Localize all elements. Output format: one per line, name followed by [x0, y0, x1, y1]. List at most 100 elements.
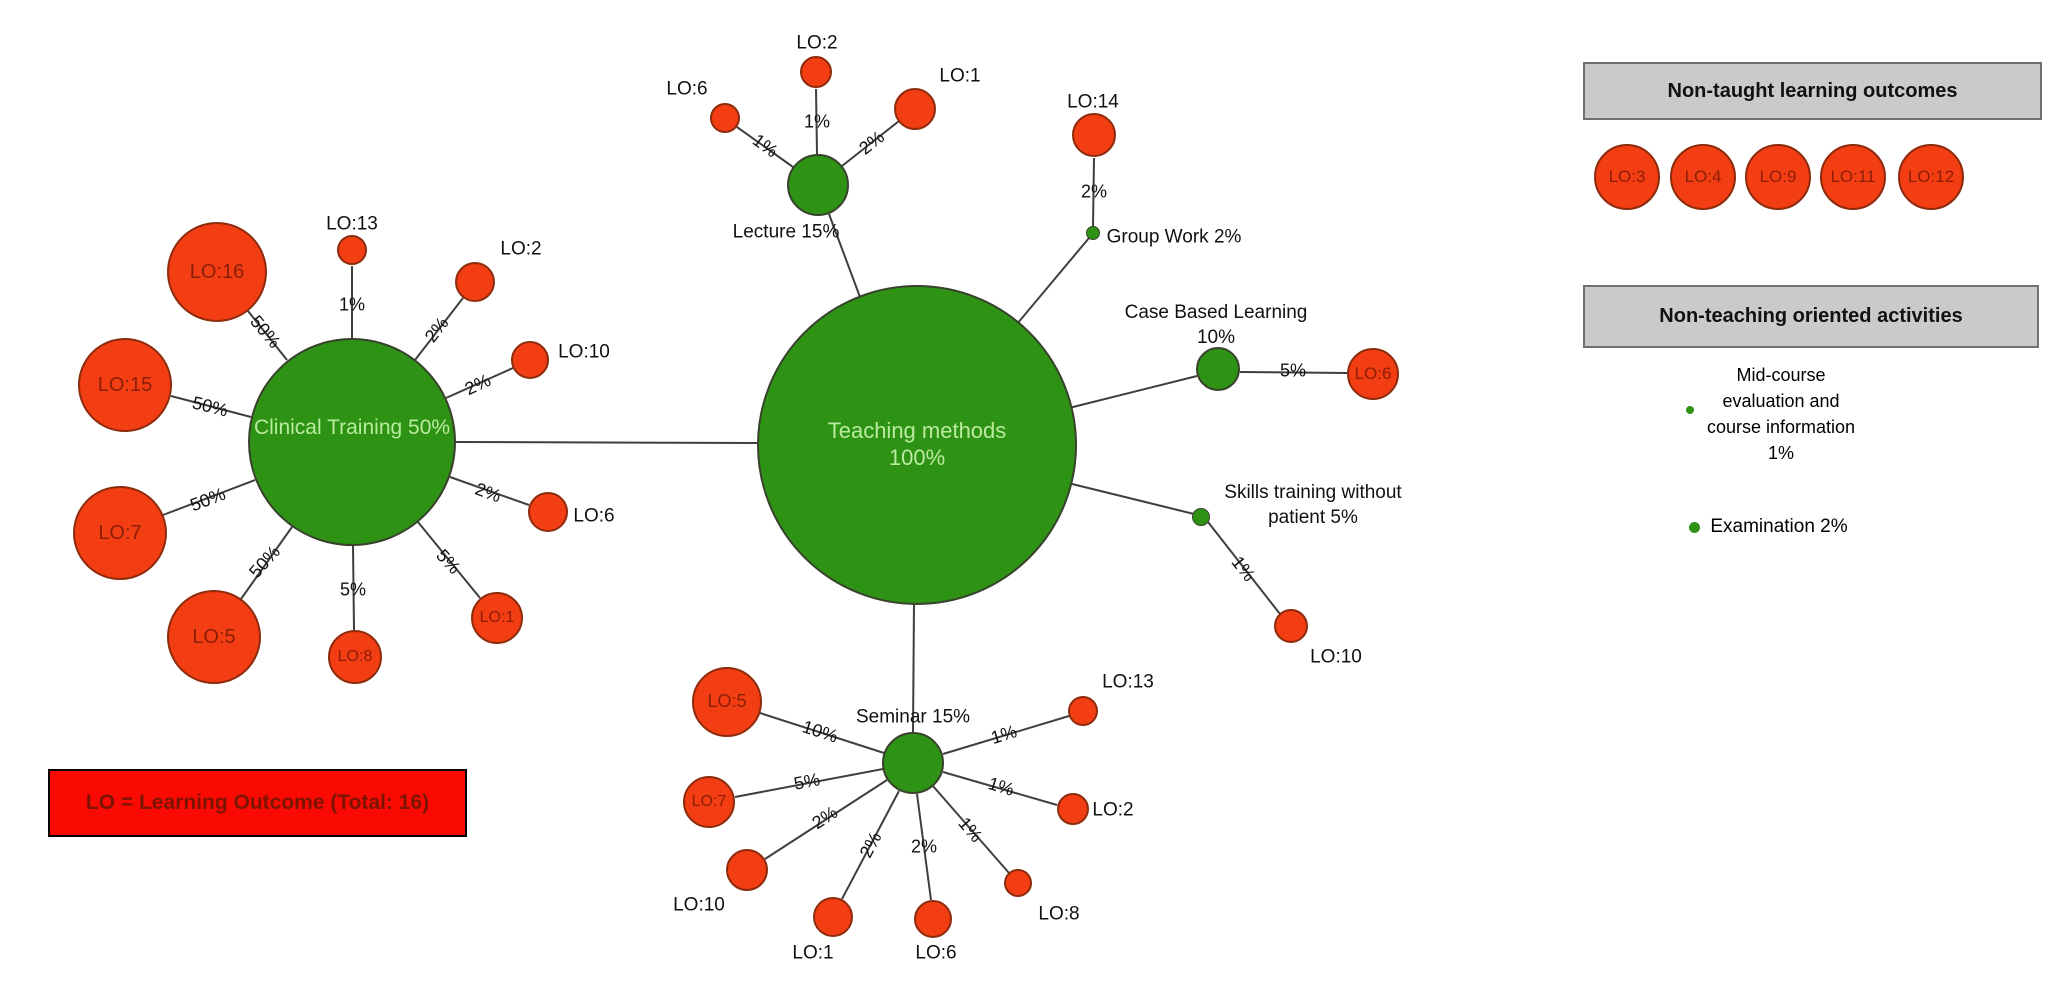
node-lecture-lo6 — [710, 103, 740, 133]
node-seminar-lo2 — [1057, 793, 1089, 825]
node-seminar-lo6 — [914, 900, 952, 938]
node-skills-lo10 — [1274, 609, 1308, 643]
edge-line — [417, 521, 481, 599]
non-taught-header: Non-taught learning outcomes — [1583, 62, 2042, 120]
edge-line — [1092, 157, 1095, 228]
edge-line — [942, 771, 1058, 806]
edge-line — [240, 526, 293, 600]
legend-box: LO = Learning Outcome (Total: 16) — [48, 769, 467, 837]
label-lecture: Lecture 15% — [732, 221, 840, 243]
edge-weight-label: 5% — [1279, 360, 1307, 381]
edge-line — [734, 768, 884, 798]
edge-line — [1016, 237, 1090, 325]
node-seminar-lo5: LO:5 — [692, 667, 762, 737]
node-skills-training — [1192, 508, 1210, 526]
non-taught-1: LO:3 — [1594, 144, 1660, 210]
edge-line — [414, 297, 464, 361]
node-lecture — [787, 154, 849, 216]
label-skills-lo10: LO:10 — [1310, 646, 1362, 668]
node-case-based-learning — [1196, 347, 1240, 391]
label-seminar-lo13: LO:13 — [1102, 671, 1154, 693]
edge-line — [916, 793, 932, 901]
edge-weight-label: 1% — [803, 111, 831, 132]
edge-line — [455, 441, 758, 444]
node-clinical-lo16: LO:16 — [167, 222, 267, 322]
non-taught-title: Non-taught learning outcomes — [1667, 79, 1958, 102]
label-clinical-lo10: LO:10 — [558, 341, 610, 363]
edge-line — [170, 395, 252, 418]
edge-line — [932, 785, 1010, 874]
label-seminar-lo6: LO:6 — [915, 942, 957, 964]
node-clinical-training — [248, 338, 456, 546]
edge-line — [1068, 375, 1198, 409]
label-clinical-lo2: LO:2 — [500, 238, 542, 260]
node-clinical-lo6 — [528, 492, 568, 532]
examination-dot-icon — [1689, 522, 1700, 533]
label-lecture-lo1: LO:1 — [939, 65, 981, 87]
label-skills-training: Skills training without patient 5% — [1224, 481, 1402, 528]
label-seminar-lo1: LO:1 — [792, 942, 834, 964]
label-groupwork-lo14: LO:14 — [1067, 91, 1119, 113]
edge-line — [736, 126, 794, 168]
node-seminar-lo1 — [813, 897, 853, 937]
edge-line — [1239, 371, 1348, 374]
edge-line — [352, 545, 355, 631]
edge-weight-label: 5% — [339, 579, 367, 600]
edge-line — [1207, 521, 1281, 615]
edge-line — [815, 88, 818, 155]
node-clinical-lo15: LO:15 — [78, 338, 172, 432]
edge-line — [247, 310, 288, 361]
label-group-work: Group Work 2% — [1106, 226, 1242, 248]
node-clinical-lo10 — [511, 341, 549, 379]
edge-line — [841, 120, 900, 167]
edge-line — [1067, 482, 1195, 515]
edge-line — [912, 602, 915, 733]
edge-line — [162, 479, 256, 516]
edge-line — [764, 779, 888, 860]
node-teaching-methods: Teaching methods 100% — [757, 285, 1077, 605]
label-lecture-lo6: LO:6 — [666, 78, 708, 100]
node-groupwork-lo14 — [1072, 113, 1116, 157]
label-lecture-lo2: LO:2 — [796, 32, 838, 54]
node-clinical-lo13 — [337, 235, 367, 265]
edge-line — [445, 367, 514, 399]
node-seminar-lo7: LO:7 — [683, 776, 735, 828]
node-clinical-lo5: LO:5 — [167, 590, 261, 684]
midcourse-label: Mid-course evaluation and course informa… — [1706, 365, 1856, 463]
edge-line — [942, 715, 1070, 755]
node-clinical-lo1: LO:1 — [471, 592, 523, 644]
edge-line — [841, 790, 900, 900]
label-seminar-lo8: LO:8 — [1038, 903, 1080, 925]
midcourse-dot-icon — [1686, 406, 1694, 414]
edge-line — [828, 213, 861, 298]
label-clinical-lo6: LO:6 — [573, 505, 615, 527]
node-seminar-lo8 — [1004, 869, 1032, 897]
label-seminar-lo2: LO:2 — [1092, 799, 1134, 821]
edge-weight-label: 2% — [1080, 181, 1108, 202]
node-lecture-lo2 — [800, 56, 832, 88]
node-seminar-lo13 — [1068, 696, 1098, 726]
label-seminar-lo10: LO:10 — [673, 894, 725, 916]
non-taught-4: LO:11 — [1820, 144, 1886, 210]
node-clinical-lo8: LO:8 — [328, 630, 382, 684]
examination-label: Examination 2% — [1710, 516, 1848, 537]
label-case-based-learning: Case Based Learning 10% — [1124, 301, 1308, 348]
non-taught-5: LO:12 — [1898, 144, 1964, 210]
non-teaching-title: Non-teaching oriented activities — [1659, 305, 1963, 327]
node-clinical-lo7: LO:7 — [73, 486, 167, 580]
label-clinical-lo13: LO:13 — [326, 213, 378, 235]
edge-line — [449, 476, 530, 506]
node-seminar — [882, 732, 944, 794]
node-group-work — [1086, 226, 1100, 240]
node-clinical-lo2 — [455, 262, 495, 302]
label-seminar: Seminar 15% — [855, 706, 971, 728]
node-lecture-lo1 — [894, 88, 936, 130]
edge-weight-label: 1% — [338, 294, 366, 315]
edge-line — [759, 712, 885, 754]
edge-weight-label: 2% — [910, 836, 938, 857]
legend-label: LO = Learning Outcome (Total: 16) — [85, 791, 430, 814]
non-taught-3: LO:9 — [1745, 144, 1811, 210]
node-seminar-lo10 — [726, 849, 768, 891]
